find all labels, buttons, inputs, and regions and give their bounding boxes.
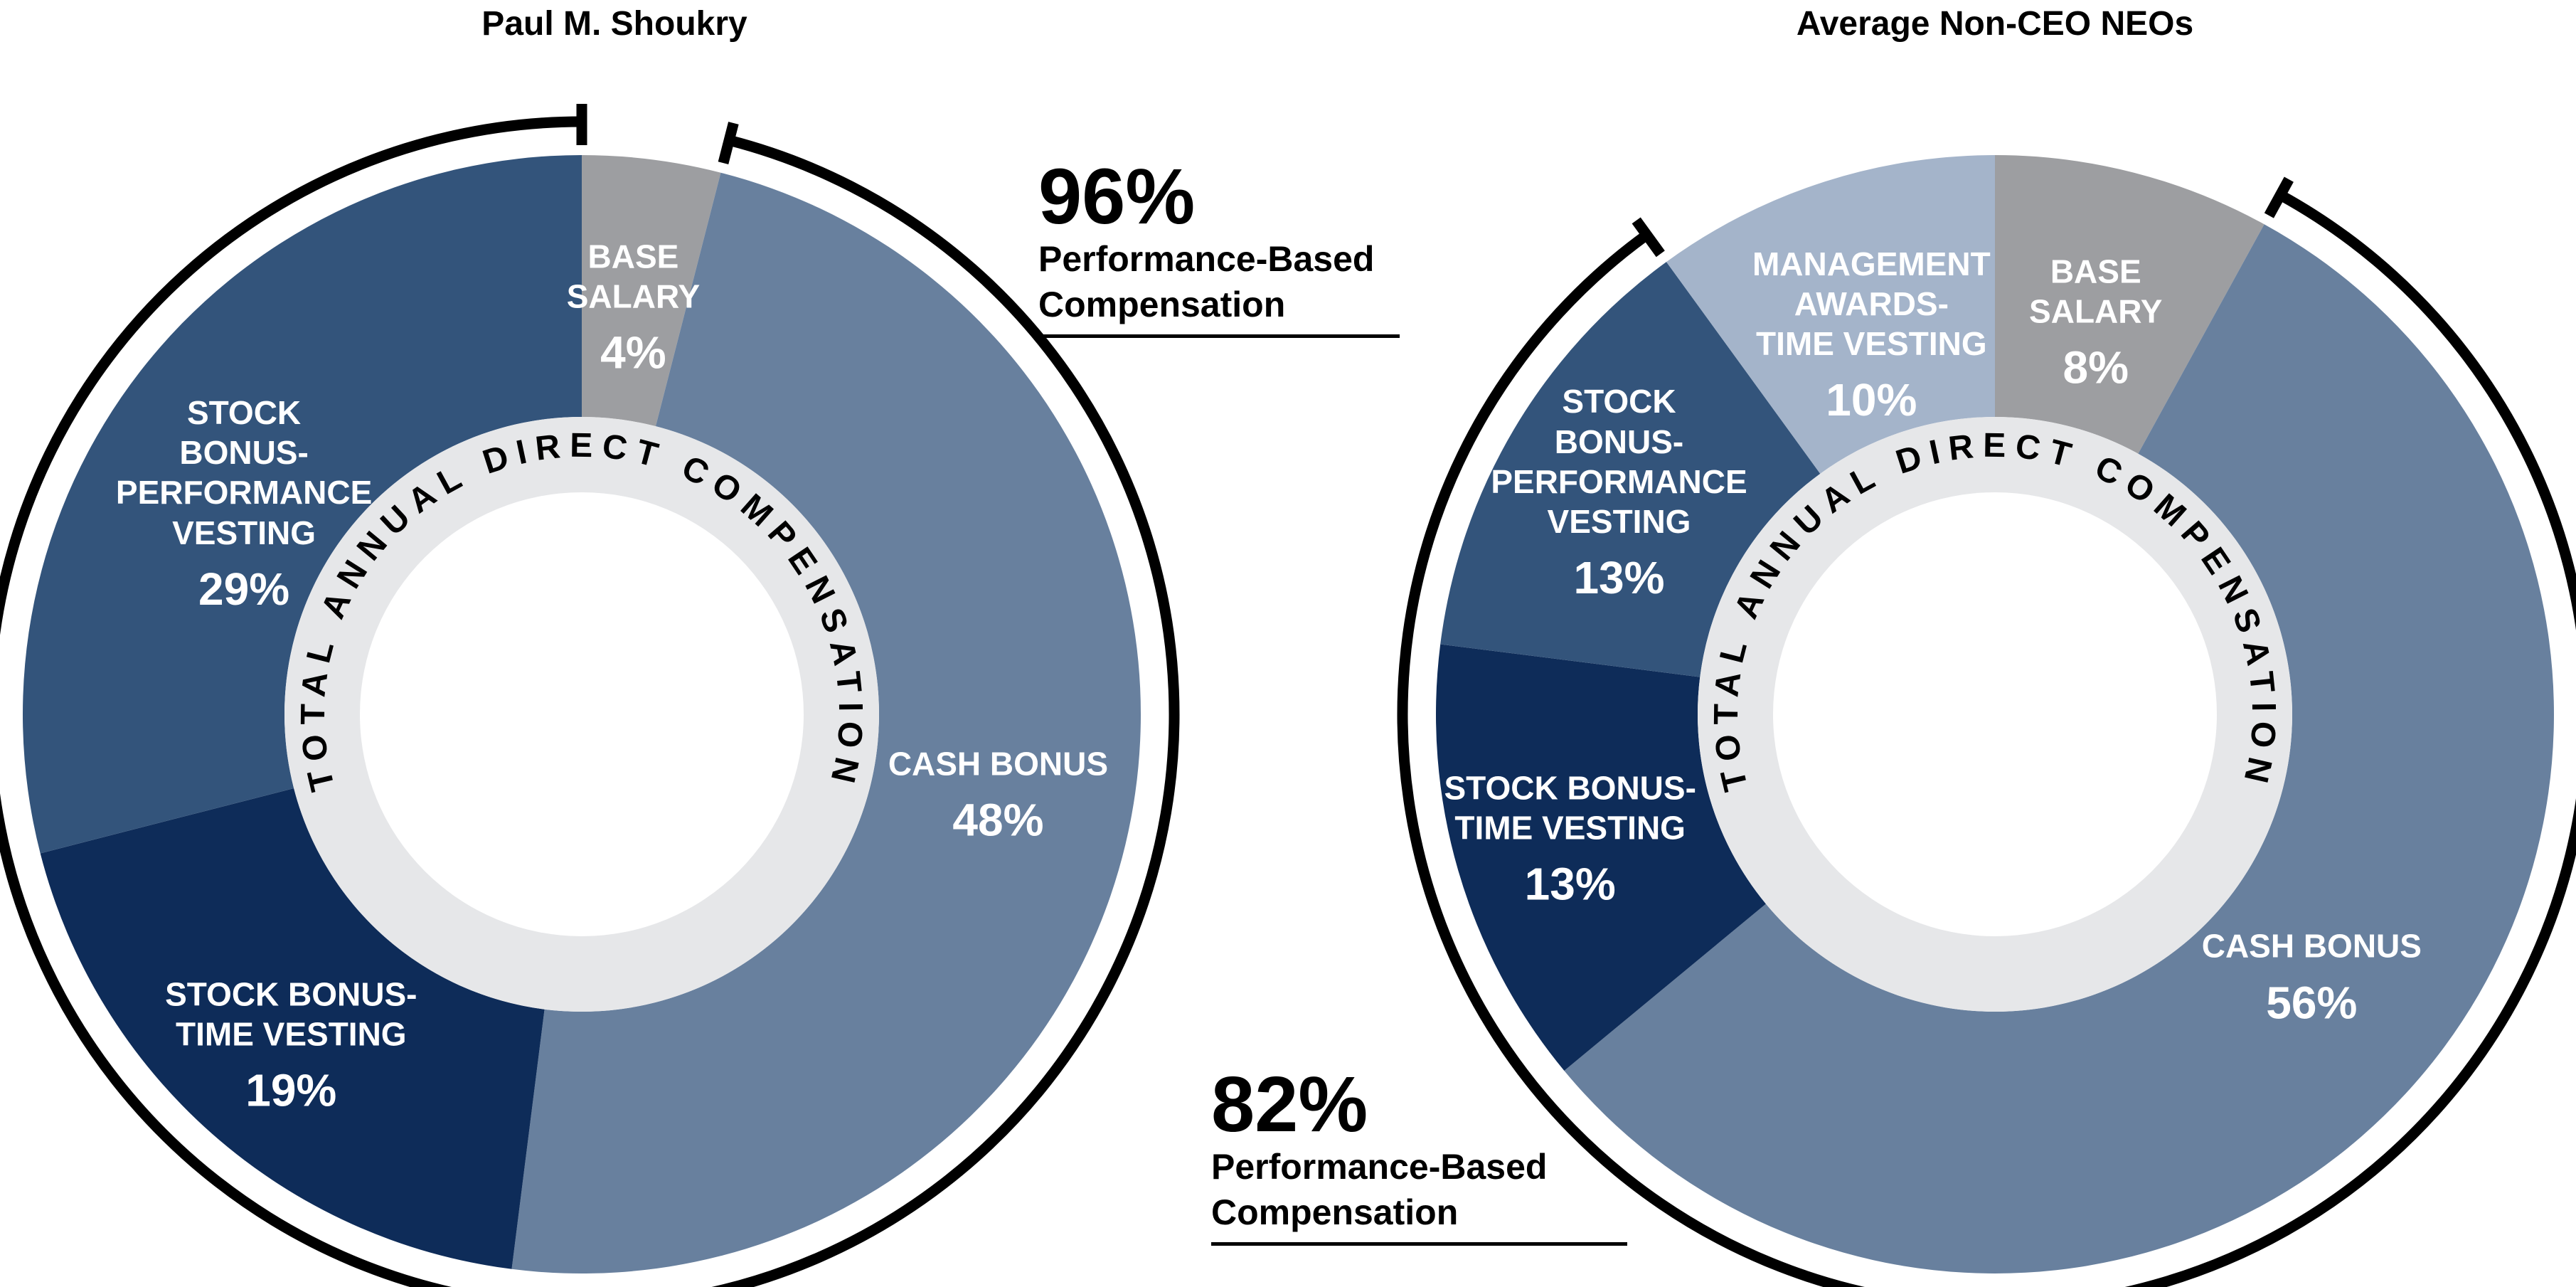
bracket-tick (2264, 176, 2294, 218)
performance-annotation-ceo: 96% Performance-Based Compensation (1038, 158, 1400, 338)
performance-label-line: Performance-Based (1211, 1147, 1548, 1187)
bracket-tick (1632, 217, 1665, 258)
donut-slice (40, 788, 545, 1269)
donut-slice (1440, 262, 1821, 677)
bracket-tick (718, 122, 739, 164)
chart-title-neos: Average Non-CEO NEOs (1796, 5, 2194, 43)
donut-slice (1436, 644, 1766, 1071)
donut-svg: TOTAL ANNUAL DIRECT COMPENSATION (1397, 154, 2576, 1287)
performance-annotation-neos: 82% Performance-Based Compensation (1211, 1066, 1627, 1246)
center-circle (1773, 492, 2217, 936)
center-circle (360, 492, 804, 936)
donut-slice (582, 155, 721, 427)
performance-label-line: Compensation (1211, 1192, 1459, 1232)
performance-label-line: Compensation (1038, 285, 1286, 324)
donut-svg: TOTAL ANNUAL DIRECT COMPENSATION (0, 104, 1180, 1287)
donut-slice (511, 172, 1141, 1273)
donut-slice (1564, 224, 2554, 1273)
chart-title-ceo: Paul M. Shoukry (481, 5, 747, 43)
annotation-underline (1211, 1242, 1627, 1246)
donut-slice (1995, 154, 2264, 454)
donut-slice (22, 155, 582, 854)
performance-pct: 82% (1211, 1061, 1368, 1148)
donut-slice (1666, 155, 1995, 474)
performance-label-line: Performance-Based (1038, 239, 1375, 279)
bracket-arc (1397, 190, 2576, 1287)
annotation-underline (1038, 334, 1400, 338)
bracket-arc (0, 116, 1180, 1287)
performance-pct: 96% (1038, 153, 1196, 240)
